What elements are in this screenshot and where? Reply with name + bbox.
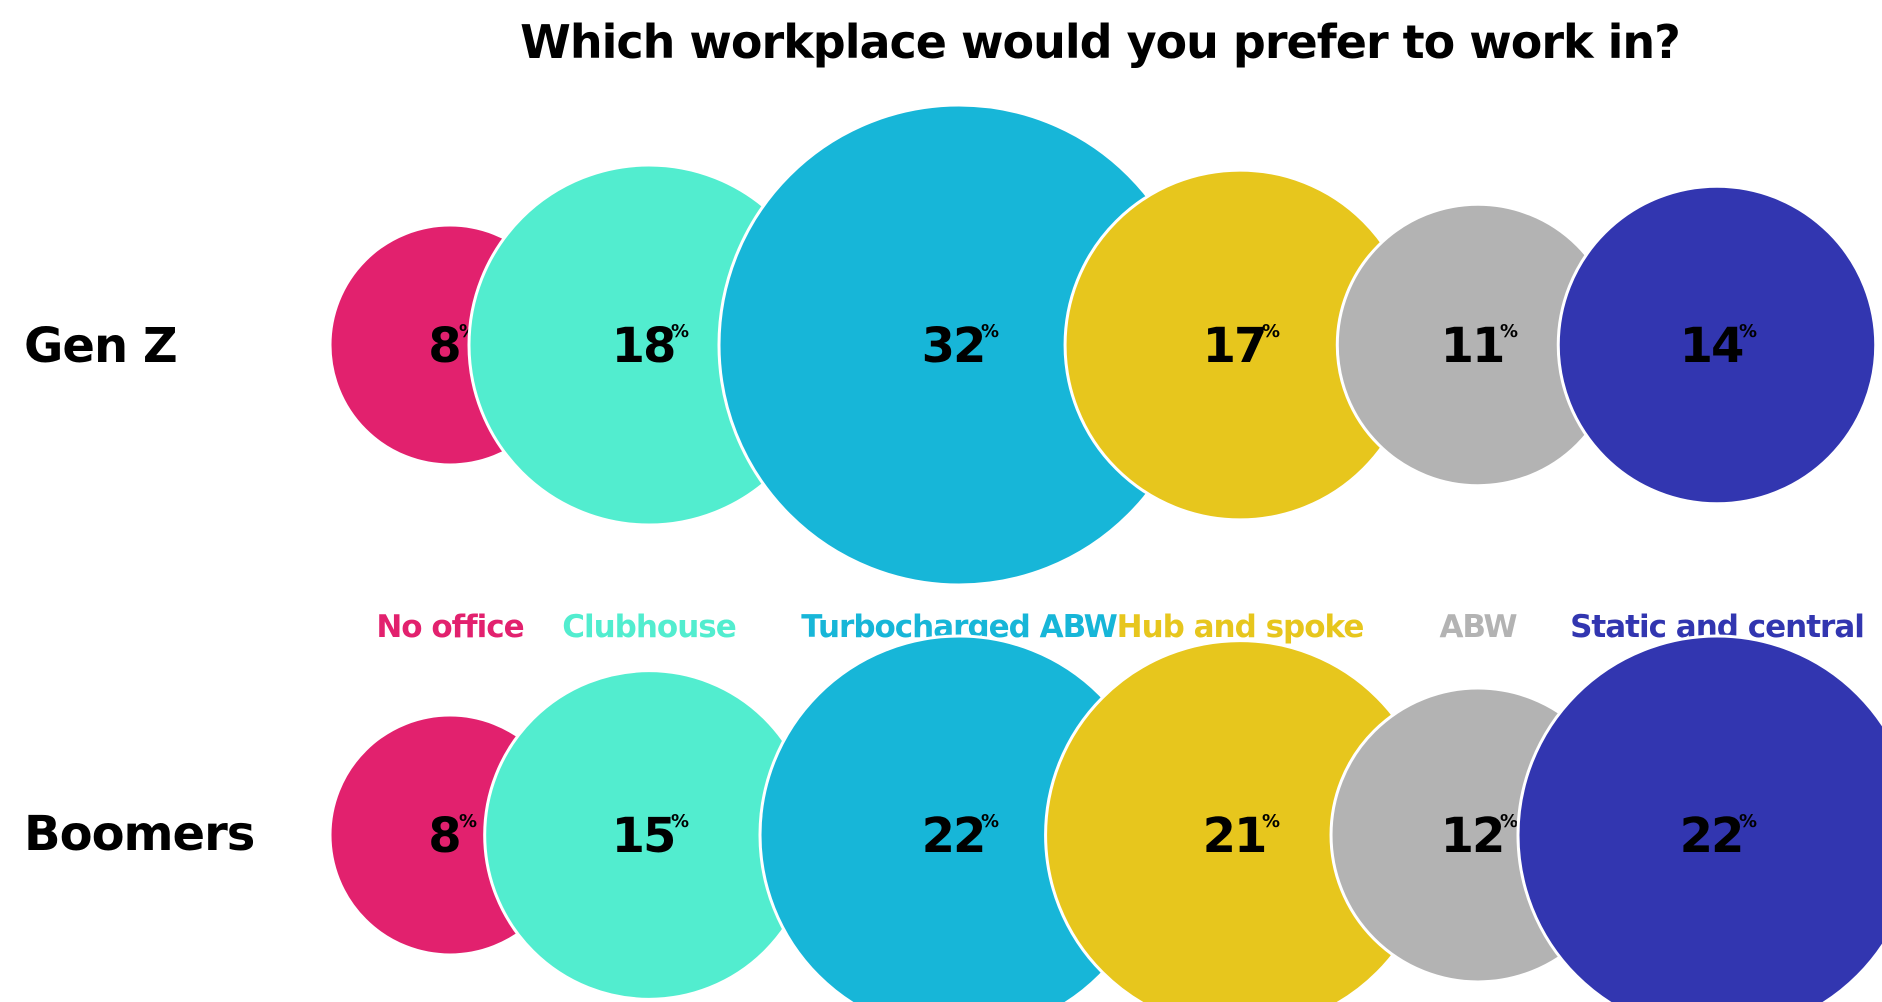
percent-sign-gen-z-abw: %	[1500, 321, 1518, 342]
value-label-boomers-abw: 12	[1441, 808, 1504, 864]
percent-sign-gen-z-turbocharged-abw: %	[981, 321, 999, 342]
value-label-boomers-turbocharged-abw: 22	[922, 808, 985, 864]
value-label-gen-z-abw: 11	[1441, 318, 1504, 374]
category-label-clubhouse: Clubhouse	[562, 609, 736, 645]
value-label-boomers-static-and-central: 22	[1680, 808, 1743, 864]
percent-sign-gen-z-hub-and-spoke: %	[1262, 321, 1280, 342]
bubble-boomers-static-and-central	[1516, 634, 1882, 1002]
category-label-no-office: No office	[376, 609, 523, 645]
value-label-gen-z-clubhouse: 18	[612, 318, 675, 374]
value-label-boomers-no-office: 8	[428, 808, 459, 864]
value-label-gen-z-no-office: 8	[428, 318, 459, 374]
row-label-boomers: Boomers	[24, 806, 254, 862]
percent-sign-boomers-static-and-central: %	[1739, 811, 1757, 832]
bubble-gen-z-static-and-central	[1556, 184, 1878, 506]
category-label-hub-and-spoke: Hub and spoke	[1117, 609, 1364, 645]
chart-title: Which workplace would you prefer to work…	[520, 15, 1680, 69]
percent-sign-boomers-hub-and-spoke: %	[1262, 811, 1280, 832]
value-label-gen-z-static-and-central: 14	[1680, 318, 1743, 374]
value-label-gen-z-hub-and-spoke: 17	[1203, 318, 1266, 374]
percent-sign-gen-z-static-and-central: %	[1739, 321, 1757, 342]
gen-z-bubbles: 8%18%32%17%11%14%	[328, 103, 1878, 587]
category-label-abw: ABW	[1439, 609, 1517, 645]
row-label-gen-z: Gen Z	[24, 318, 177, 374]
percent-sign-boomers-turbocharged-abw: %	[981, 811, 999, 832]
boomers-bubbles: 8% 15% 22% 21% 12% 22%	[328, 634, 1882, 1002]
value-label-boomers-hub-and-spoke: 21	[1203, 808, 1266, 864]
percent-sign-boomers-abw: %	[1500, 811, 1518, 832]
percent-sign-gen-z-clubhouse: %	[671, 321, 689, 342]
percent-sign-boomers-no-office: %	[459, 811, 477, 832]
category-labels: No office Clubhouse Turbocharged ABW Hub an…	[376, 609, 1865, 645]
value-label-boomers-clubhouse: 15	[612, 808, 675, 864]
percent-sign-boomers-clubhouse: %	[671, 811, 689, 832]
value-label-gen-z-turbocharged-abw: 32	[922, 318, 985, 374]
